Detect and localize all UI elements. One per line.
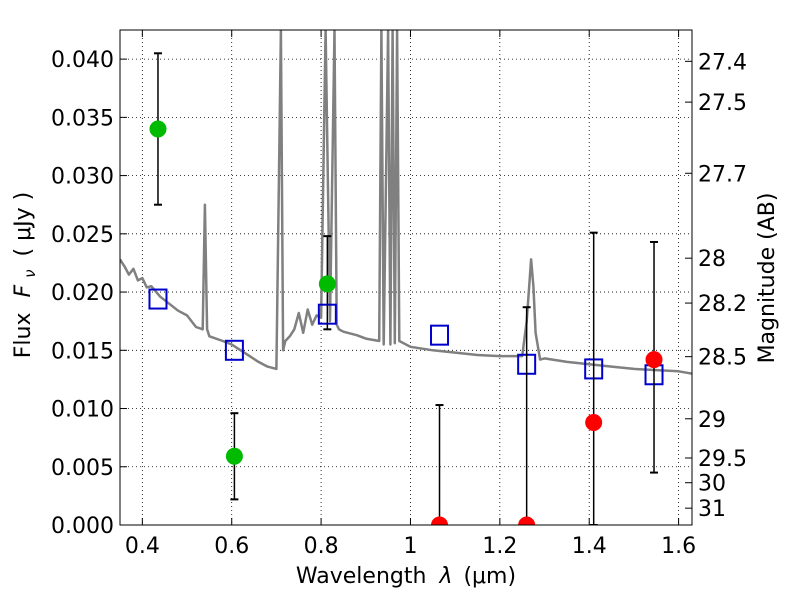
y-tick-label: 0.000 (51, 514, 114, 539)
y-axis-label-subscript: ν (21, 269, 39, 277)
synthetic-flux-marker (224, 339, 244, 361)
red-flux-point (585, 414, 603, 432)
red-flux-point (431, 516, 449, 525)
axes-frame (119, 29, 693, 526)
x-tick-label: 1 (403, 534, 417, 559)
y-tick-label: 0.035 (51, 106, 114, 131)
x-axis-label-text: Wavelength (296, 564, 427, 589)
x-tick-label: 0.8 (304, 534, 339, 559)
x-tick-label: 1.2 (482, 534, 517, 559)
model-spectrum-line (120, 30, 692, 375)
red-flux-point (645, 351, 663, 369)
y-tick-label: 0.015 (51, 339, 114, 364)
x-axis-label-symbol: λ (438, 564, 452, 589)
y-tick-label: 0.010 (51, 398, 114, 423)
magnitude-tick-label: 28.5 (698, 346, 747, 371)
x-tick-label: 1.6 (661, 534, 696, 559)
synthetic-flux-marker (430, 324, 450, 346)
y-tick-label: 0.005 (51, 456, 114, 481)
magnitude-tick-label: 31 (698, 497, 726, 522)
y-tick-label: 0.025 (51, 223, 114, 248)
y-axis-label-symbol: F (11, 284, 36, 297)
magnitude-tick-label: 27.4 (698, 50, 747, 75)
y-tick-label: 0.020 (51, 281, 114, 306)
magnitude-axis-label: Magnitude (AB) (755, 193, 780, 364)
x-tick-label: 1.4 (572, 534, 607, 559)
y-axis: 0.000 0.005 0.010 0.015 0.020 0.025 0.030 0.035… (51, 48, 127, 539)
x-axis: 0.4 0.6 0.8 1 1.2 1.4 1.6 (125, 30, 696, 559)
x-tick-label: 0.4 (125, 534, 160, 559)
magnitude-tick-label: 30 (698, 472, 726, 497)
plot-area (120, 30, 692, 525)
x-tick-label: 0.6 (214, 534, 249, 559)
x-axis-label-unit: (μm) (463, 564, 516, 589)
magnitude-tick-label: 29.5 (698, 447, 747, 472)
y-axis-label-unit: ( μJy ) (11, 192, 36, 257)
magnitude-tick-label: 27.5 (698, 91, 747, 116)
green-flux-point (318, 275, 336, 293)
x-axis-label: Wavelength λ (μm) (296, 564, 516, 589)
y-tick-label: 0.040 (51, 48, 114, 73)
magnitude-tick-label: 27.7 (698, 162, 747, 187)
magnitude-tick-label: 28.2 (698, 292, 747, 317)
magnitude-tick-label: 28 (698, 247, 726, 272)
y-tick-label: 0.030 (51, 165, 114, 190)
synthetic-flux-marker (148, 288, 168, 310)
y-axis-label-text: Flux (11, 312, 36, 358)
y-axis-label: Flux F ν ( μJy ) (11, 192, 41, 358)
green-flux-point (225, 447, 243, 465)
red-flux-point (518, 516, 536, 525)
green-flux-point (149, 120, 167, 138)
magnitude-tick-label: 29 (698, 408, 726, 433)
